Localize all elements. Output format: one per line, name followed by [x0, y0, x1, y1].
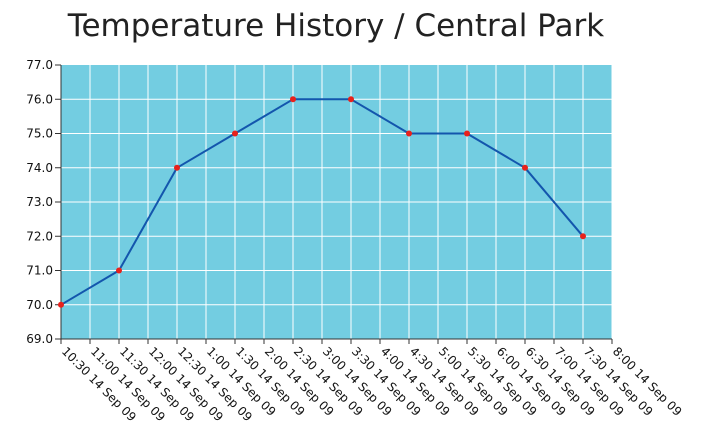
y-tick-label: 73.0	[26, 195, 53, 209]
data-point	[522, 164, 528, 171]
y-tick-label: 72.0	[26, 229, 53, 243]
data-point	[174, 164, 180, 171]
data-point	[580, 233, 586, 240]
y-tick-label: 75.0	[26, 127, 53, 141]
data-point	[290, 96, 296, 103]
chart-title: Temperature History / Central Park	[67, 8, 605, 44]
y-tick-label: 77.0	[26, 58, 53, 72]
series-line	[60, 98, 584, 306]
data-point	[464, 130, 470, 137]
data-point	[116, 267, 122, 274]
data-point	[232, 130, 238, 137]
y-tick-label: 70.0	[26, 298, 53, 312]
data-point	[58, 301, 64, 308]
y-tick-label: 69.0	[26, 332, 53, 346]
y-tick-label: 74.0	[26, 161, 53, 175]
data-point	[406, 130, 412, 137]
y-tick-label: 71.0	[26, 264, 53, 278]
y-tick-label: 76.0	[26, 92, 53, 106]
data-point	[348, 96, 354, 103]
